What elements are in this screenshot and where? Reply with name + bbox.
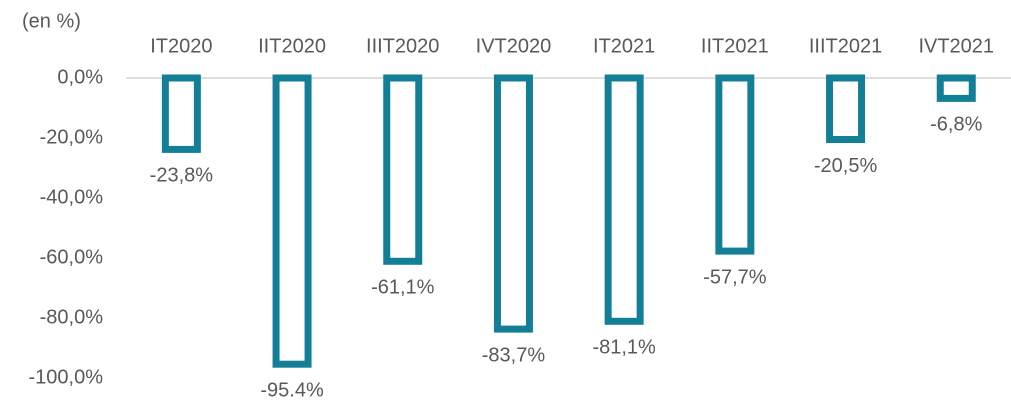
bar bbox=[936, 74, 976, 102]
data-label: -57,7% bbox=[703, 266, 767, 288]
bar bbox=[383, 74, 423, 265]
y-tick-label: -20,0% bbox=[40, 126, 104, 148]
x-tick-label: IIT2021 bbox=[701, 35, 769, 57]
x-tick-label: IIIT2021 bbox=[809, 35, 882, 57]
y-tick-label: -60,0% bbox=[40, 246, 104, 268]
y-tick-label: -80,0% bbox=[40, 306, 104, 328]
y-tick-label: -40,0% bbox=[40, 186, 104, 208]
x-tick-label: IVT2021 bbox=[918, 35, 994, 57]
data-label: -23,8% bbox=[150, 165, 214, 187]
data-label: -6,8% bbox=[930, 114, 982, 136]
bar bbox=[715, 74, 755, 255]
chart-title: (en %) bbox=[22, 10, 81, 32]
x-tick-label: IIT2020 bbox=[258, 35, 326, 57]
x-tick-label: IIIT2020 bbox=[366, 35, 439, 57]
y-tick-label: -100,0% bbox=[29, 366, 104, 388]
y-tick-label: 0,0% bbox=[57, 66, 103, 88]
data-label: -83,7% bbox=[482, 344, 546, 366]
data-label: -81,1% bbox=[592, 337, 656, 359]
bar bbox=[272, 74, 312, 368]
data-label: -20,5% bbox=[814, 155, 878, 177]
bar bbox=[826, 74, 866, 143]
x-tick-label: IT2020 bbox=[150, 35, 212, 57]
bar bbox=[161, 74, 201, 153]
data-label: -95.4% bbox=[260, 379, 324, 400]
bar bbox=[493, 74, 533, 333]
x-tick-label: IT2021 bbox=[593, 35, 655, 57]
data-label: -61,1% bbox=[371, 277, 435, 299]
bar bbox=[604, 74, 644, 325]
x-tick-label: IVT2020 bbox=[476, 35, 552, 57]
